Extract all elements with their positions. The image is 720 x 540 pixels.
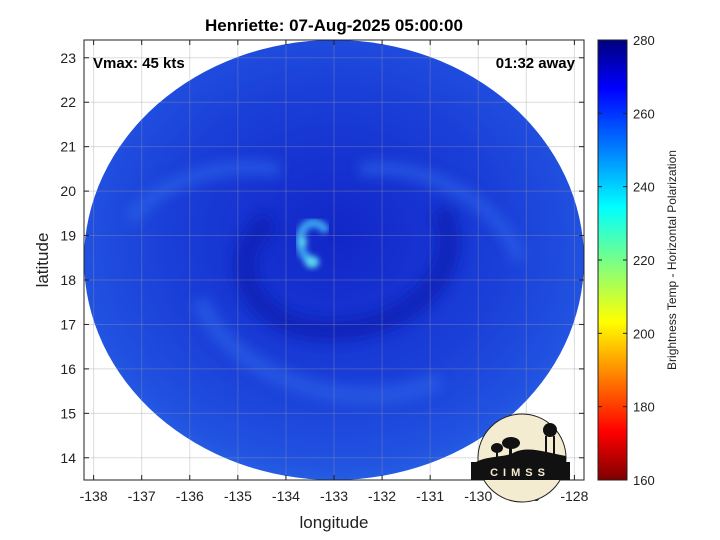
colorbar-tick-label: 260: [633, 106, 655, 121]
y-tick-label: 21: [60, 139, 76, 155]
y-tick-label: 19: [60, 228, 76, 244]
colorbar-tick-label: 200: [633, 326, 655, 341]
colorbar-tick-label: 280: [633, 33, 655, 48]
chart-title: Henriette: 07-Aug-2025 05:00:00: [205, 16, 463, 35]
colorbar-ticks: 160 180 200 220 240 260 280: [598, 33, 655, 488]
colorbar-tick-label: 220: [633, 253, 655, 268]
x-axis-label: longitude: [299, 513, 368, 532]
x-tick-label: -137: [128, 488, 156, 504]
time-offset-annotation: 01:32 away: [496, 55, 576, 72]
x-tick-label: -133: [320, 488, 348, 504]
y-tick-label: 14: [60, 450, 76, 466]
y-tick-label: 17: [60, 316, 76, 332]
y-tick-label: 23: [60, 50, 76, 66]
y-tick-label: 16: [60, 361, 76, 377]
y-axis-label: latitude: [33, 233, 52, 288]
y-tick-label: 18: [60, 272, 76, 288]
colorbar-tick-label: 180: [633, 400, 655, 415]
vmax-annotation: Vmax: 45 kts: [93, 55, 185, 72]
colorbar: 160 180 200 220 240 260 280 Brightness Temp - …: [597, 33, 679, 488]
warm-core: [295, 218, 331, 268]
y-tick-label: 15: [60, 405, 76, 421]
x-tick-label: -132: [368, 488, 396, 504]
colorbar-label: Brightness Temp - Horizontal Polarizatio…: [665, 150, 679, 370]
cimss-logo-text: CIMSS: [490, 467, 550, 479]
y-tick-label: 20: [60, 183, 76, 199]
cimss-logo: CIMSS: [471, 413, 570, 503]
brightness-temp-swath: [84, 40, 584, 480]
colorbar-tick-label: 240: [633, 180, 655, 195]
x-tick-label: -135: [224, 488, 252, 504]
y-tick-label: 22: [60, 94, 76, 110]
x-tick-label: -130: [464, 488, 492, 504]
y-axis-ticks: 14 15 16 17 18 19 20 21 22 23: [60, 50, 584, 466]
x-tick-label: -131: [416, 488, 444, 504]
x-tick-label: -138: [80, 488, 108, 504]
colorbar-tick-label: 160: [633, 473, 655, 488]
x-tick-label: -134: [272, 488, 300, 504]
x-tick-label: -136: [176, 488, 204, 504]
x-tick-label: -128: [560, 488, 588, 504]
colorbar-gradient: [597, 39, 628, 481]
